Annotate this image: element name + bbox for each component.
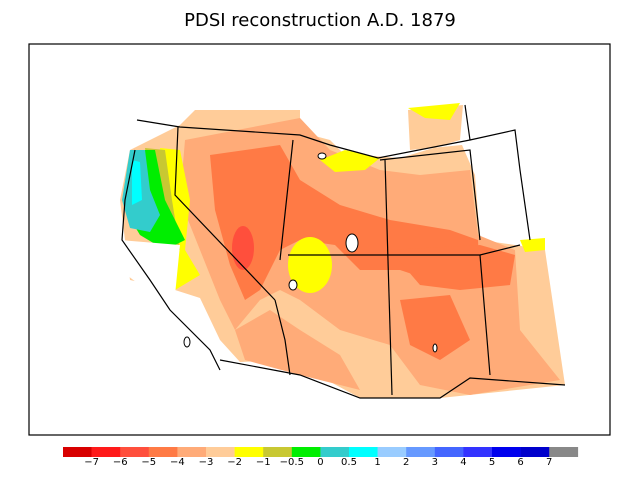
legend-swatch bbox=[549, 447, 579, 457]
legend-swatch bbox=[434, 447, 464, 457]
drought-field bbox=[120, 103, 565, 398]
border-ut-co bbox=[384, 159, 393, 396]
region-near-normal-wy bbox=[408, 103, 460, 120]
great-salt-lake bbox=[345, 233, 359, 253]
map-title: PDSI reconstruction A.D. 1879 bbox=[184, 10, 456, 31]
legend-swatch bbox=[463, 447, 493, 457]
border-co-north bbox=[379, 149, 481, 241]
legend-swatch bbox=[206, 447, 235, 457]
legend-swatch bbox=[320, 447, 350, 457]
legend-tick-label: −1 bbox=[255, 457, 271, 468]
legend-swatch bbox=[63, 447, 92, 457]
legend-tick-label: 0.5 bbox=[341, 457, 357, 468]
legend-tick-label: −0.5 bbox=[279, 457, 304, 468]
border-south bbox=[219, 359, 566, 399]
region-near-normal-north bbox=[320, 150, 380, 172]
legend-swatch bbox=[520, 447, 550, 457]
border-nv-ut bbox=[279, 139, 294, 261]
lake-small-4 bbox=[183, 336, 191, 348]
legend-tick-label: 3 bbox=[431, 457, 438, 468]
legend-swatch bbox=[234, 447, 264, 457]
border-nm-tx bbox=[479, 254, 491, 376]
region-severe-se bbox=[400, 295, 470, 360]
state-borders bbox=[121, 104, 566, 399]
legend-tick-label: −2 bbox=[227, 457, 242, 468]
legend-tick-label: −5 bbox=[141, 457, 157, 468]
legend-tick-label: −6 bbox=[112, 457, 128, 468]
legend-bar bbox=[63, 447, 579, 457]
border-coast bbox=[121, 149, 221, 371]
region-ocean-mask bbox=[120, 240, 180, 300]
legend-tick-label: 5 bbox=[488, 457, 496, 468]
legend-swatch bbox=[263, 447, 293, 457]
region-wet-coast-4 bbox=[132, 160, 142, 205]
legend-swatch bbox=[406, 447, 436, 457]
legend-swatch bbox=[177, 447, 207, 457]
border-ne bbox=[469, 129, 531, 241]
legend-swatch bbox=[148, 447, 178, 457]
legend-tick-label: −7 bbox=[84, 457, 99, 468]
lakes bbox=[183, 152, 438, 353]
lake-small-3 bbox=[432, 343, 438, 353]
legend-tick-label: −4 bbox=[170, 457, 185, 468]
legend-tick-label: 2 bbox=[403, 457, 410, 468]
legend-tick-label: 7 bbox=[546, 457, 553, 468]
legend-swatch bbox=[291, 447, 321, 457]
legend-swatch bbox=[120, 447, 150, 457]
region-near-normal-ne bbox=[520, 238, 545, 252]
region-dry-south bbox=[235, 310, 360, 390]
border-az-south bbox=[274, 299, 291, 376]
legend-swatch bbox=[349, 447, 378, 457]
legend-tick-label: −3 bbox=[198, 457, 214, 468]
lake-small-1 bbox=[317, 152, 327, 160]
lake-small-2 bbox=[288, 279, 298, 291]
legend-swatch bbox=[492, 447, 521, 457]
legend-tick-label: 1 bbox=[374, 457, 381, 468]
legend-tick-label: 6 bbox=[517, 457, 524, 468]
legend-swatch bbox=[91, 447, 121, 457]
legend-tick-label: 4 bbox=[460, 457, 467, 468]
region-severe-east bbox=[390, 245, 515, 290]
legend-swatch bbox=[377, 447, 407, 457]
region-extreme bbox=[232, 226, 254, 270]
region-near-normal-utah bbox=[288, 237, 332, 293]
border-ca-nv bbox=[174, 126, 276, 301]
legend-tick-label: 0 bbox=[317, 457, 324, 468]
